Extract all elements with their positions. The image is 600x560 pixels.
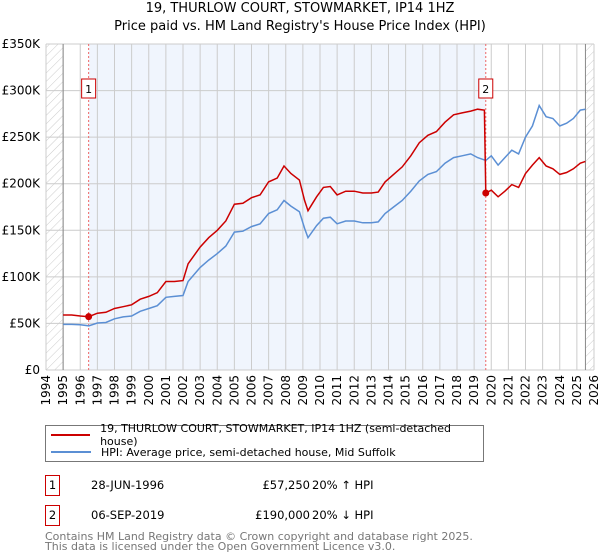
sale-label: 1 [85,83,92,96]
x-tick-label: 1998 [108,375,122,406]
y-tick-label: £100K [2,270,42,284]
x-tick-label: 2025 [570,375,584,406]
x-tick-label: 2009 [296,375,310,406]
legend-label: HPI: Average price, semi-detached house,… [101,445,396,459]
footer-licence: This data is licensed under the Open Gov… [45,540,396,553]
x-tick-label: 2010 [313,375,327,406]
x-tick-label: 2003 [193,375,207,406]
no-data-hatch-right [585,44,595,370]
x-tick-label: 2024 [553,375,567,406]
y-tick-label: £150K [2,223,42,237]
y-tick-label: £200K [2,177,42,191]
transaction-price: £57,250 [262,478,310,492]
hpi-line [63,103,586,327]
x-tick-label: 1994 [39,375,53,406]
y-tick-label: £250K [2,130,42,144]
x-tick-label: 2013 [364,375,378,406]
x-tick-label: 2016 [416,375,430,406]
x-tick-label: 2011 [330,375,344,406]
x-tick-label: 2019 [467,375,481,406]
transaction-hpi-diff: 20% ↓ HPI [312,508,374,522]
transaction-row: 1 28-JUN-1996 £57,250 20% ↑ HPI [45,475,445,496]
y-tick-label: £300K [2,84,42,98]
x-tick-label: 2007 [262,375,276,406]
x-tick-label: 1995 [56,375,70,406]
transaction-date: 28-JUN-1996 [91,478,165,492]
x-tick-label: 1997 [90,375,104,406]
chart-title: 19, THURLOW COURT, STOWMARKET, IP14 1HZ [145,1,455,16]
x-tick-label: 2002 [176,375,190,406]
price-chart: 1994 1995 1996 1997 1998 1999 2000 2001 2002 2003… [2,37,600,406]
chart-subtitle: Price paid vs. HM Land Registry's House … [114,19,486,34]
transaction-hpi-diff: 20% ↑ HPI [312,478,374,492]
x-tick-label: 2023 [536,375,550,406]
x-tick-label: 2004 [210,375,224,406]
sale-label: 2 [482,83,489,96]
x-tick-label: 2022 [519,375,533,406]
property-price-line [63,108,586,318]
transaction-row: 2 06-SEP-2019 £190,000 20% ↓ HPI [45,505,445,526]
x-tick-label: 2001 [159,375,173,406]
ownership-shading [88,44,486,370]
x-tick-label: 2012 [347,375,361,406]
sale-label-box [478,78,494,99]
x-tick-label: 2000 [142,375,156,406]
marker-badge: 2 [45,505,60,526]
legend-item-property: 19, THURLOW COURT, STOWMARKET, IP14 1HZ … [51,422,483,448]
x-tick-label: 1999 [125,375,139,406]
x-tick-label: 2014 [382,375,396,406]
sale-point [482,189,490,197]
x-tick-label: 2017 [433,375,447,406]
legend: 19, THURLOW COURT, STOWMARKET, IP14 1HZ … [45,422,484,462]
legend-item-hpi: HPI: Average price, semi-detached house,… [51,444,396,460]
x-tick-label: 2020 [484,375,498,406]
footer-copyright: Contains HM Land Registry data © Crown c… [45,530,473,543]
x-tick-label: 2015 [399,375,413,406]
sale-point [85,313,93,321]
marker-badge: 1 [45,475,60,496]
y-tick-label: £350K [2,37,42,51]
y-tick-label: £0 [25,363,40,377]
red-line-swatch [51,434,91,436]
x-tick-label: 2006 [245,375,259,406]
transaction-price: £190,000 [255,508,310,522]
x-tick-label: 2021 [501,375,515,406]
blue-line-swatch [51,451,91,453]
legend-label: 19, THURLOW COURT, STOWMARKET, IP14 1HZ … [100,422,452,448]
transaction-date: 06-SEP-2019 [91,508,165,522]
x-tick-label: 2005 [227,375,241,406]
x-tick-label: 1996 [73,375,87,406]
no-data-hatch-left [46,44,64,370]
x-tick-label: 2008 [279,375,293,406]
y-tick-label: £50K [9,316,41,330]
x-tick-label: 2026 [587,375,600,406]
x-tick-label: 2018 [450,375,464,406]
sale-label-box [81,78,97,99]
